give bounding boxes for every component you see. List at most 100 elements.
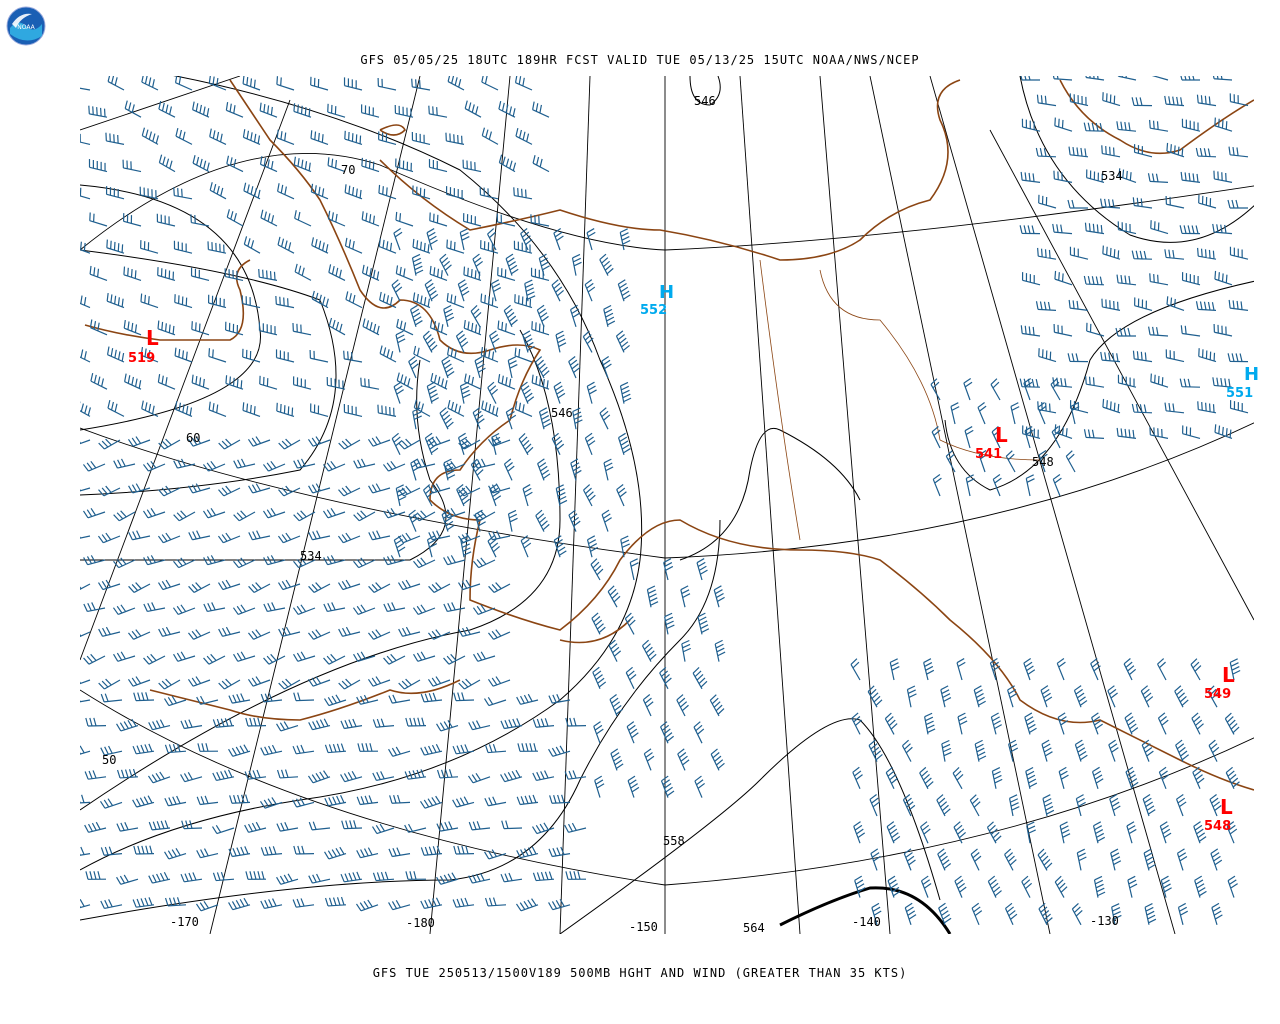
wind-barb [395, 211, 414, 227]
wind-barb [173, 651, 196, 662]
wind-barb [1020, 325, 1041, 337]
wind-barb [423, 484, 434, 507]
wind-barb [1075, 794, 1086, 817]
wind-barb [1147, 173, 1169, 183]
wind-barb [367, 436, 391, 447]
wind-barb [1023, 377, 1033, 401]
wind-barb [474, 509, 486, 532]
wind-barb [277, 183, 295, 200]
wind-barb [80, 401, 91, 417]
wind-barb [677, 748, 690, 771]
wind-barb [84, 770, 107, 780]
wind-barb [1069, 246, 1089, 260]
wind-barb [124, 373, 142, 390]
wind-barb [228, 744, 251, 757]
wind-barb [1212, 377, 1233, 388]
wind-barb [459, 381, 471, 404]
wind-barb [568, 509, 581, 532]
wind-barb [212, 717, 235, 728]
wind-barb [1054, 270, 1073, 286]
wind-barb [518, 433, 534, 456]
wind-barb [593, 721, 604, 744]
wind-barb [420, 845, 443, 856]
wind-barb [1213, 323, 1233, 337]
wind-barb [488, 629, 511, 640]
wind-barb [308, 629, 331, 640]
wind-barb [196, 848, 219, 859]
low-center-marker: L [1220, 795, 1233, 819]
wind-barb [1020, 171, 1041, 183]
wind-barb [568, 356, 581, 379]
wind-barb [409, 304, 423, 327]
wind-barb [156, 213, 176, 227]
wind-barb [590, 558, 604, 581]
wind-barb [1057, 712, 1069, 735]
wind-barb [426, 228, 438, 251]
wind-barb [113, 651, 136, 662]
wind-barb [293, 156, 312, 173]
wind-barb [228, 897, 251, 911]
wind-barb [196, 695, 219, 705]
wind-barb [140, 293, 159, 309]
wind-barb [549, 794, 571, 804]
wind-barb [412, 604, 436, 616]
wind-barb [98, 626, 121, 637]
wind-barb [468, 872, 491, 884]
longitude-lines [80, 76, 1254, 934]
wind-barb [207, 241, 227, 254]
height-contours [80, 76, 1254, 934]
wind-barb [452, 897, 475, 908]
wind-barb [1065, 450, 1076, 473]
wind-barb [308, 530, 331, 541]
wind-barb [174, 294, 193, 309]
wind-barb [520, 228, 533, 251]
wind-barb [1160, 875, 1172, 898]
wind-barb [989, 657, 1001, 681]
wind-barb [157, 579, 181, 591]
contour-label: 546 [694, 94, 716, 108]
wind-barb [395, 158, 414, 173]
wind-barb [382, 460, 406, 472]
wind-barb [263, 602, 286, 613]
wind-barb [1131, 250, 1153, 260]
wind-barb [328, 264, 346, 281]
wind-barb [244, 821, 267, 833]
wind-barb [1181, 272, 1201, 286]
wind-barb [1191, 712, 1204, 735]
wind-barb [353, 458, 376, 469]
wind-barb [123, 213, 142, 227]
wind-barb [1050, 378, 1061, 401]
wind-barb [641, 639, 657, 662]
wind-barb [148, 871, 171, 884]
wind-barb [83, 602, 106, 613]
wind-barb [696, 558, 708, 581]
wind-barb [80, 487, 91, 492]
wind-barb [82, 460, 106, 472]
wind-barb [308, 483, 331, 494]
wind-barb [453, 692, 475, 702]
wind-barb [442, 460, 466, 472]
wind-barb [1086, 169, 1105, 183]
wind-barb [446, 346, 465, 363]
wind-barb [1067, 353, 1089, 363]
wind-barb [714, 639, 726, 662]
wind-barb [1054, 875, 1068, 898]
wind-barb [867, 685, 883, 708]
wind-barb [569, 304, 581, 327]
wind-barb [1158, 766, 1170, 790]
wind-barb [84, 821, 107, 833]
wind-barb [1149, 426, 1169, 439]
wind-barb [1180, 171, 1201, 183]
wind-barb [80, 699, 91, 703]
wind-barb [642, 694, 654, 717]
wind-barb [497, 374, 516, 390]
wind-barb [945, 450, 956, 473]
wind-barb [548, 846, 571, 858]
wind-barb [615, 330, 630, 353]
wind-barb [1056, 657, 1066, 681]
wind-barb [443, 555, 466, 566]
wind-barb [1198, 348, 1217, 363]
wind-barb [1073, 685, 1088, 708]
wind-barb [430, 372, 448, 390]
wind-barb [964, 426, 974, 449]
